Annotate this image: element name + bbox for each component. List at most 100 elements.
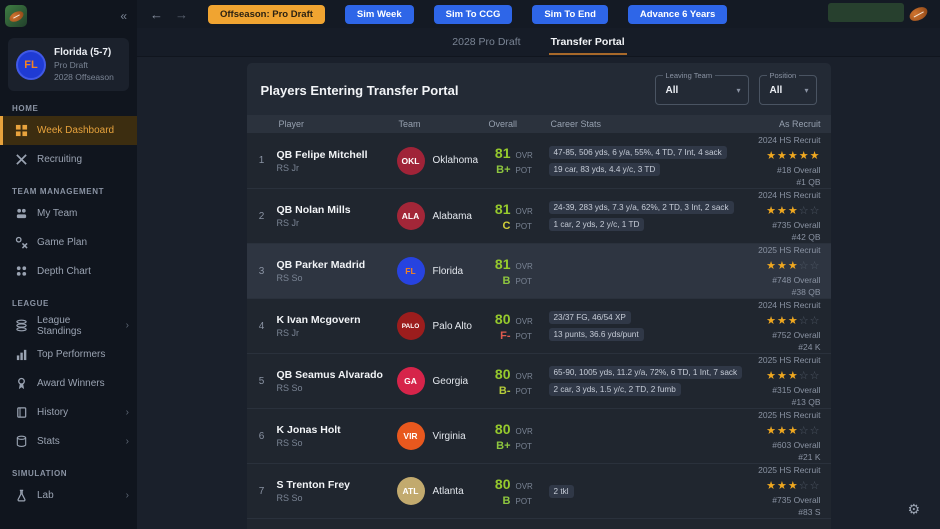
recruit-position-rank: #21 K xyxy=(798,452,821,462)
sidebar-item-lab[interactable]: Lab › xyxy=(0,481,137,510)
career-stats-cell: 24-39, 283 yds, 7.3 y/a, 62%, 2 TD, 3 In… xyxy=(548,201,734,231)
team-logo: GA xyxy=(396,367,425,395)
sidebar-item-label: Lab xyxy=(37,490,54,501)
team-cell: FL Florida xyxy=(396,257,487,285)
table-row[interactable]: 7 S Trenton Frey RS So ATL Atlanta 80 OVR… xyxy=(246,463,831,518)
sidebar-item-award-winners[interactable]: Award Winners xyxy=(0,369,137,398)
sidebar: « FL Florida (5-7) Pro Draft 2028 Offsea… xyxy=(0,0,137,529)
stats-icon xyxy=(16,435,27,447)
stat-chip: 23/37 FG, 46/54 XP xyxy=(548,311,631,324)
ovr-value: 80 xyxy=(494,365,511,382)
star-rating: ★★★☆☆ xyxy=(766,480,821,492)
football-icon xyxy=(906,4,930,24)
transfer-portal-panel: Players Entering Transfer Portal Leaving… xyxy=(246,63,831,529)
sim-week-button[interactable]: Sim Week xyxy=(344,4,414,24)
notification-banner xyxy=(828,3,904,22)
table-row[interactable]: 6 K Jonas Holt RS So VIR Virginia 80 OVR … xyxy=(246,408,831,463)
stat-chip: 2 tkl xyxy=(548,484,574,498)
team-name: Oklahoma xyxy=(432,155,479,166)
stat-chip: 65-90, 1005 yds, 11.2 y/a, 72%, 6 TD, 1 … xyxy=(548,366,743,379)
team-card[interactable]: FL Florida (5-7) Pro Draft 2028 Offseaso… xyxy=(8,38,129,91)
recruit-overall-rank: #735 Overall xyxy=(772,220,821,230)
ovr-label: OVR xyxy=(515,206,533,216)
sidebar-item-recruiting[interactable]: Recruiting xyxy=(0,145,137,174)
sidebar-item-stats[interactable]: Stats › xyxy=(0,427,137,456)
table-row[interactable]: 1 QB Felipe Mitchell RS Jr OKL Oklahoma … xyxy=(246,133,831,188)
app-logo[interactable] xyxy=(5,5,27,27)
player-name: QB Nolan Mills xyxy=(276,204,351,216)
as-recruit-cell: 2025 HS Recruit ★★★☆☆ #748 Overall #38 Q… xyxy=(731,244,831,298)
pot-value: F- xyxy=(500,329,511,342)
col-career-stats: Career Stats xyxy=(550,119,602,129)
team-name: Virginia xyxy=(432,430,466,442)
team-logo: VIR xyxy=(396,422,425,450)
filter-value: All xyxy=(665,84,679,96)
player-class: RS So xyxy=(276,273,303,283)
ovr-value: 81 xyxy=(494,145,511,161)
leaving-team-filter[interactable]: Leaving Team All ▾ xyxy=(654,71,749,105)
player-name: K Jonas Holt xyxy=(276,424,341,436)
pot-label: POT xyxy=(515,386,532,396)
star-rating: ★★★☆☆ xyxy=(766,425,821,437)
stat-chip: 1 car, 2 yds, 2 y/c, 1 TD xyxy=(548,218,645,231)
player-name: K Ivan Mcgovern xyxy=(276,314,361,326)
team-name: Florida (5-7) xyxy=(54,47,112,58)
sidebar-item-depth-chart[interactable]: Depth Chart xyxy=(0,257,137,286)
overall-cell: 81 OVR B+ POT xyxy=(487,145,549,176)
team-icon xyxy=(16,208,27,219)
nav-section-title: LEAGUE xyxy=(12,299,49,308)
stat-chip: 2 car, 3 yds, 1.5 y/c, 2 TD, 2 fumb xyxy=(548,383,681,396)
col-player: Player xyxy=(278,119,305,129)
sim-to-ccg-button[interactable]: Sim To CCG xyxy=(433,4,513,24)
tab-pro-draft[interactable]: 2028 Pro Draft xyxy=(452,36,521,48)
position-filter[interactable]: Position All ▾ xyxy=(758,71,817,105)
tab-transfer-portal[interactable]: Transfer Portal xyxy=(548,29,627,55)
table-row[interactable]: 3 QB Parker Madrid RS So FL Florida 81 OV… xyxy=(246,243,831,298)
player-name: QB Seamus Alvarado xyxy=(276,369,383,381)
team-logo: ALA xyxy=(396,202,425,230)
row-rank: 6 xyxy=(258,430,265,442)
table-row[interactable]: 2 QB Nolan Mills RS Jr ALA Alabama 81 OVR… xyxy=(246,188,831,243)
chevron-down-icon: ▾ xyxy=(804,85,809,95)
table-row[interactable]: 4 K Ivan Mcgovern RS Jr PALO Palo Alto 8… xyxy=(246,298,831,353)
recruit-year: 2025 HS Recruit xyxy=(758,410,821,420)
recruit-position-rank: #24 K xyxy=(798,342,821,352)
ovr-value: 81 xyxy=(494,255,511,272)
overall-cell: 80 OVR B POT xyxy=(487,476,549,507)
pot-label: POT xyxy=(515,496,532,506)
football-icon xyxy=(7,8,25,24)
sidebar-item-label: Week Dashboard xyxy=(37,125,115,136)
player-class: RS Jr xyxy=(276,162,300,173)
team-phase: Pro Draft xyxy=(54,60,89,70)
team-name: Florida xyxy=(432,265,464,277)
pot-label: POT xyxy=(515,221,532,231)
advance-years-button[interactable]: Advance 6 Years xyxy=(627,4,728,24)
recruit-year: 2024 HS Recruit xyxy=(758,190,821,200)
table-row[interactable]: 5 QB Seamus Alvarado RS So GA Georgia 80… xyxy=(246,353,831,408)
content-area: Players Entering Transfer Portal Leaving… xyxy=(137,58,940,529)
filter-label: Leaving Team xyxy=(662,71,716,80)
sidebar-collapse-icon[interactable]: « xyxy=(120,9,127,23)
recruit-overall-rank: #748 Overall xyxy=(772,275,821,285)
pot-label: POT xyxy=(515,276,532,286)
sidebar-item-my-team[interactable]: My Team xyxy=(0,199,137,228)
sim-to-end-button[interactable]: Sim To End xyxy=(532,4,608,24)
sidebar-item-history[interactable]: History › xyxy=(0,398,137,427)
sidebar-item-league-standings[interactable]: League Standings › xyxy=(0,311,137,340)
forward-arrow-icon[interactable]: → xyxy=(175,6,188,22)
football-menu-icon[interactable] xyxy=(906,4,930,24)
gear-icon[interactable]: ⚙ xyxy=(907,501,920,517)
sidebar-item-top-performers[interactable]: Top Performers xyxy=(0,340,137,369)
sidebar-item-game-plan[interactable]: Game Plan xyxy=(0,228,137,257)
sidebar-item-week-dashboard[interactable]: Week Dashboard xyxy=(0,116,137,145)
recruit-overall-rank: #752 Overall xyxy=(772,330,821,340)
recruiting-icon xyxy=(16,154,27,165)
table-header: Player Team Overall Career Stats As Recr… xyxy=(246,115,831,133)
offseason-phase-button[interactable]: Offseason: Pro Draft xyxy=(208,4,325,24)
back-arrow-icon[interactable]: ← xyxy=(150,6,163,22)
pot-label: POT xyxy=(515,331,532,341)
career-stats-cell: 65-90, 1005 yds, 11.2 y/a, 72%, 6 TD, 1 … xyxy=(548,366,743,396)
sidebar-item-label: Depth Chart xyxy=(37,266,91,277)
